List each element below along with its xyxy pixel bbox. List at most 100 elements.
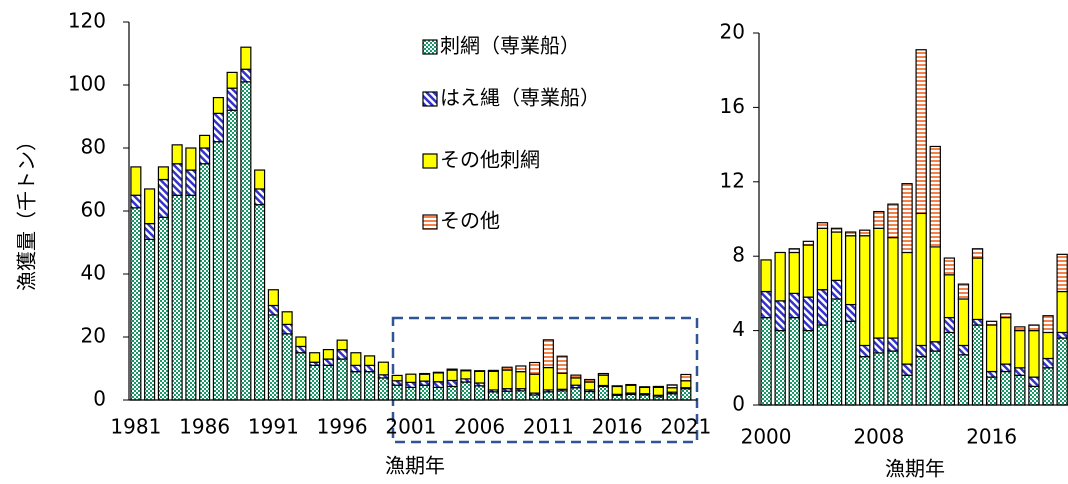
- bar-segment: [515, 371, 527, 390]
- bar-segment: [212, 112, 224, 143]
- bar-segment: [364, 371, 376, 401]
- x-tick-label: 2001: [385, 415, 436, 439]
- bar-segment: [929, 341, 941, 352]
- bar-segment: [844, 235, 857, 306]
- bar-segment: [639, 386, 651, 388]
- bar-segment: [802, 244, 815, 298]
- bar-segment: [295, 345, 307, 354]
- bar-segment: [254, 204, 266, 401]
- bar-segment: [597, 372, 609, 376]
- bar-segment: [281, 311, 293, 325]
- bar-segment: [405, 381, 417, 388]
- bar-segment: [929, 145, 941, 248]
- bar-segment: [760, 316, 772, 406]
- bar-segment: [584, 381, 596, 391]
- bar-segment: [802, 240, 815, 246]
- y-tick-label: 4: [732, 317, 745, 341]
- bar-segment: [212, 96, 224, 114]
- y-tick-label: 16: [720, 94, 745, 118]
- bar-segment: [542, 339, 554, 369]
- bar-segment: [542, 366, 554, 391]
- bar-segment: [887, 203, 899, 239]
- x-tick-label: 2000: [741, 425, 792, 449]
- bar-segment: [1000, 316, 1012, 365]
- bar-segment: [322, 358, 334, 366]
- bar-segment: [501, 369, 513, 390]
- legend-swatch: [422, 39, 438, 55]
- y-tick-label: 60: [81, 198, 106, 222]
- bar-segment: [446, 369, 458, 382]
- bar-segment: [760, 290, 772, 319]
- bar-segment: [943, 316, 956, 334]
- bar-segment: [788, 251, 800, 294]
- bar-segment: [474, 370, 486, 384]
- bar-segment: [887, 337, 899, 352]
- bar-segment: [873, 210, 885, 229]
- bar-segment: [350, 352, 362, 366]
- bar-segment: [971, 318, 984, 326]
- bar-segment: [432, 381, 444, 389]
- bar-segment: [254, 169, 266, 190]
- x-tick-label: 2011: [523, 415, 574, 439]
- bar-segment: [985, 376, 998, 406]
- bar-segment: [774, 330, 786, 406]
- bar-segment: [487, 391, 499, 401]
- bar-segment: [1028, 330, 1040, 378]
- bar-segment: [336, 349, 348, 360]
- bar-segment: [199, 134, 211, 149]
- bar-segment: [529, 373, 541, 394]
- bar-segment: [901, 374, 913, 406]
- bar-segment: [901, 363, 913, 376]
- bar-segment: [802, 296, 815, 332]
- bar-segment: [309, 352, 321, 363]
- y-tick-label: 100: [68, 72, 106, 96]
- bar-segment: [501, 390, 513, 401]
- bar-segment: [281, 333, 293, 401]
- bar-segment: [391, 380, 403, 386]
- bar-segment: [666, 387, 678, 393]
- bar-segment: [364, 364, 376, 373]
- bar-segment: [391, 384, 403, 401]
- bar-segment: [157, 178, 169, 218]
- bar-segment: [680, 388, 692, 401]
- bar-segment: [474, 370, 486, 372]
- bar-segment: [364, 355, 376, 366]
- y-tick-label: 20: [81, 324, 106, 348]
- bar-segment: [625, 383, 637, 386]
- x-tick-label: 2016: [966, 425, 1017, 449]
- bar-segment: [171, 163, 183, 196]
- bar-segment: [788, 292, 800, 319]
- bar-segment: [446, 379, 458, 388]
- bar-segment: [844, 231, 857, 237]
- legend-swatch: [422, 214, 438, 230]
- x-axis-title: 漁期年: [885, 457, 945, 481]
- bar-segment: [666, 393, 678, 401]
- bar-segment: [957, 344, 970, 356]
- bar-segment: [570, 387, 582, 401]
- bar-segment: [971, 324, 984, 406]
- bar-segment: [816, 227, 829, 291]
- bar-segment: [774, 300, 786, 332]
- bar-segment: [901, 251, 913, 365]
- bar-segment: [1014, 367, 1026, 376]
- bar-segment: [915, 356, 927, 406]
- bar-segment: [556, 390, 568, 401]
- bar-segment: [611, 385, 623, 388]
- bar-segment: [873, 352, 885, 406]
- legend-label: その他: [440, 209, 500, 233]
- bar-segment: [611, 385, 623, 395]
- bar-segment: [887, 237, 899, 339]
- bar-segment: [529, 394, 541, 401]
- bar-segment: [859, 344, 871, 358]
- bar-segment: [1028, 385, 1040, 406]
- legend-label: その他刺網: [440, 148, 540, 172]
- bar-segment: [1028, 324, 1040, 332]
- bar-segment: [788, 316, 800, 406]
- bar-segment: [788, 248, 800, 254]
- bar-segment: [419, 372, 431, 375]
- bar-segment: [760, 259, 772, 293]
- bar-segment: [336, 358, 348, 401]
- bar-segment: [432, 372, 444, 383]
- bar-segment: [460, 369, 472, 372]
